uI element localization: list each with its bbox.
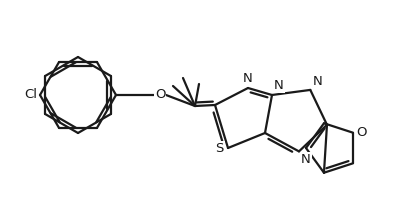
Text: S: S (216, 142, 224, 155)
Text: N: N (312, 75, 322, 88)
Text: N: N (274, 79, 284, 92)
Text: O: O (356, 126, 367, 139)
Text: N: N (301, 153, 311, 166)
Text: Cl: Cl (24, 88, 37, 102)
Text: O: O (155, 88, 165, 102)
Text: N: N (243, 72, 253, 85)
